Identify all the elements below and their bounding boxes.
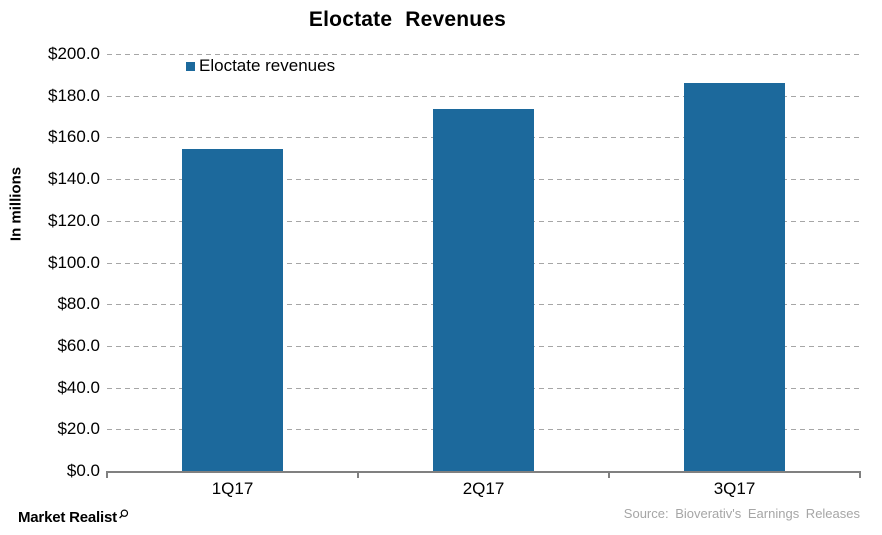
gridline	[107, 95, 860, 97]
x-axis-tick-labels: 1Q17 2Q17 3Q17	[107, 479, 860, 501]
x-tick-label: 1Q17	[211, 479, 254, 498]
bar-3q17	[684, 83, 785, 471]
x-axis-tick-mark	[106, 471, 108, 478]
y-tick-label: $140.0	[48, 169, 100, 189]
y-tick-label: $120.0	[48, 210, 100, 230]
plot-area	[106, 54, 861, 478]
y-tick-label: $200.0	[48, 44, 100, 63]
y-tick-label: $40.0	[57, 377, 100, 397]
x-axis-tick-mark	[608, 471, 610, 478]
y-axis-tick-labels: $0.0 $20.0 $40.0 $60.0 $80.0 $100.0 $120.0 $140…	[0, 44, 100, 480]
y-tick-label: $160.0	[48, 127, 100, 147]
legend: Eloctate revenues	[186, 56, 335, 76]
gridline	[107, 54, 860, 55]
x-axis-tick-mark	[859, 471, 861, 478]
legend-label: Eloctate revenues	[199, 56, 336, 75]
legend-marker-icon	[186, 62, 195, 71]
bar-1q17	[182, 148, 283, 471]
x-tick-label: 3Q17	[713, 479, 756, 498]
brand-logo-text: Market Realist	[18, 509, 117, 526]
brand-logo: Market Realist	[18, 509, 129, 526]
magnifier-icon	[118, 507, 129, 524]
y-tick-label: $60.0	[57, 335, 100, 355]
y-tick-label: $20.0	[57, 419, 100, 439]
x-tick-label: 2Q17	[462, 479, 505, 498]
y-tick-label: $0.0	[66, 461, 100, 480]
source-note: Source: Bioverativ's Earnings Releases	[623, 506, 860, 521]
y-tick-label: $80.0	[57, 294, 100, 314]
chart-title: Eloctate Revenues	[308, 8, 507, 31]
x-axis-line	[107, 471, 860, 473]
bar-2q17	[433, 109, 534, 471]
y-tick-label: $100.0	[48, 252, 100, 272]
x-axis-tick-mark	[357, 471, 359, 478]
y-tick-label: $180.0	[48, 85, 100, 105]
